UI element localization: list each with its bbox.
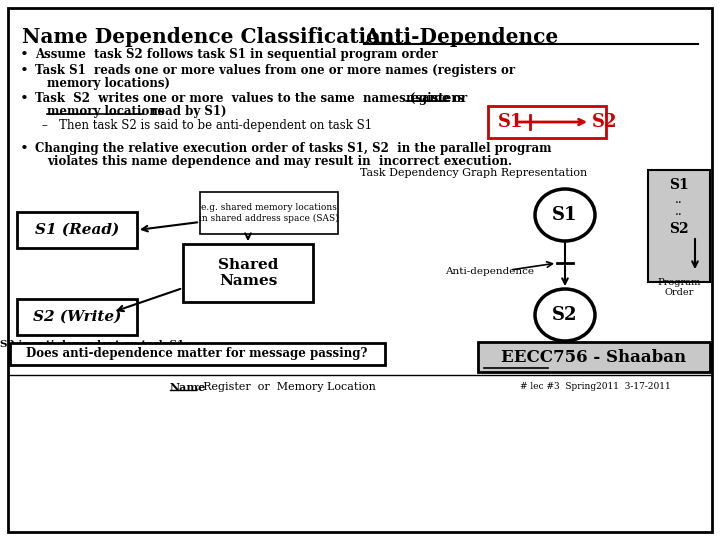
Text: Task  S2  writes one or more  values to the same  names (same: Task S2 writes one or more values to the… bbox=[35, 92, 454, 105]
Text: memory locations: memory locations bbox=[47, 105, 164, 118]
Text: S1: S1 bbox=[498, 113, 523, 131]
Text: S2: S2 bbox=[552, 306, 577, 324]
Text: S1: S1 bbox=[669, 178, 689, 192]
Text: S2: S2 bbox=[592, 113, 618, 131]
Bar bbox=[183, 244, 313, 302]
Text: e.g. shared memory locations
in shared address space (SAS): e.g. shared memory locations in shared a… bbox=[199, 203, 339, 223]
Bar bbox=[17, 299, 137, 335]
Text: Shared
Names: Shared Names bbox=[218, 258, 278, 288]
Text: violates this name dependence and may result in  incorrect execution.: violates this name dependence and may re… bbox=[47, 155, 512, 168]
Text: Name Dependence Classification:: Name Dependence Classification: bbox=[22, 27, 409, 47]
Text: Anti-dependence: Anti-dependence bbox=[445, 267, 534, 276]
Text: Changing the relative execution order of tasks S1, S2  in the parallel program: Changing the relative execution order of… bbox=[35, 142, 552, 155]
Text: read by S1): read by S1) bbox=[143, 105, 227, 118]
Text: •: • bbox=[20, 64, 29, 78]
Text: Anti-Dependence: Anti-Dependence bbox=[364, 27, 558, 47]
Text: Program
Order: Program Order bbox=[657, 278, 701, 298]
Text: Task S1  reads one or more values from one or more names (registers or: Task S1 reads one or more values from on… bbox=[35, 64, 515, 77]
Text: ..: .. bbox=[675, 193, 683, 206]
Text: ..: .. bbox=[675, 205, 683, 218]
Text: Name: Name bbox=[170, 382, 206, 393]
Text: –   Then task S2 is said to be anti-dependent on task S1: – Then task S2 is said to be anti-depend… bbox=[42, 119, 372, 132]
Text: S1 (Read): S1 (Read) bbox=[35, 223, 119, 237]
Bar bbox=[17, 212, 137, 248]
Text: S2: S2 bbox=[669, 222, 689, 236]
Text: •: • bbox=[20, 48, 29, 62]
Text: Assume  task S2 follows task S1 in sequential program order: Assume task S2 follows task S1 in sequen… bbox=[35, 48, 438, 61]
Text: registers: registers bbox=[406, 92, 465, 105]
Text: S1: S1 bbox=[552, 206, 577, 224]
Text: EECC756 - Shaaban: EECC756 - Shaaban bbox=[501, 348, 687, 366]
Bar bbox=[488, 106, 606, 138]
Text: •: • bbox=[20, 92, 29, 106]
Text: # lec #3  Spring2011  3-17-2011: # lec #3 Spring2011 3-17-2011 bbox=[520, 382, 670, 391]
Bar bbox=[10, 343, 385, 365]
Text: memory locations): memory locations) bbox=[47, 77, 170, 90]
Text: •: • bbox=[20, 142, 29, 156]
Text: or: or bbox=[449, 92, 467, 105]
Text: S2 (Write): S2 (Write) bbox=[33, 310, 121, 324]
Bar bbox=[648, 170, 710, 282]
Text: Task Dependency Graph Representation: Task Dependency Graph Representation bbox=[360, 168, 588, 178]
Bar bbox=[200, 192, 338, 234]
Text: : Register  or  Memory Location: : Register or Memory Location bbox=[196, 382, 376, 392]
Text: Task S2 is anti-dependent on task S1: Task S2 is anti-dependent on task S1 bbox=[0, 340, 184, 349]
Bar bbox=[478, 342, 710, 372]
Text: Does anti-dependence matter for message passing?: Does anti-dependence matter for message … bbox=[27, 348, 368, 361]
